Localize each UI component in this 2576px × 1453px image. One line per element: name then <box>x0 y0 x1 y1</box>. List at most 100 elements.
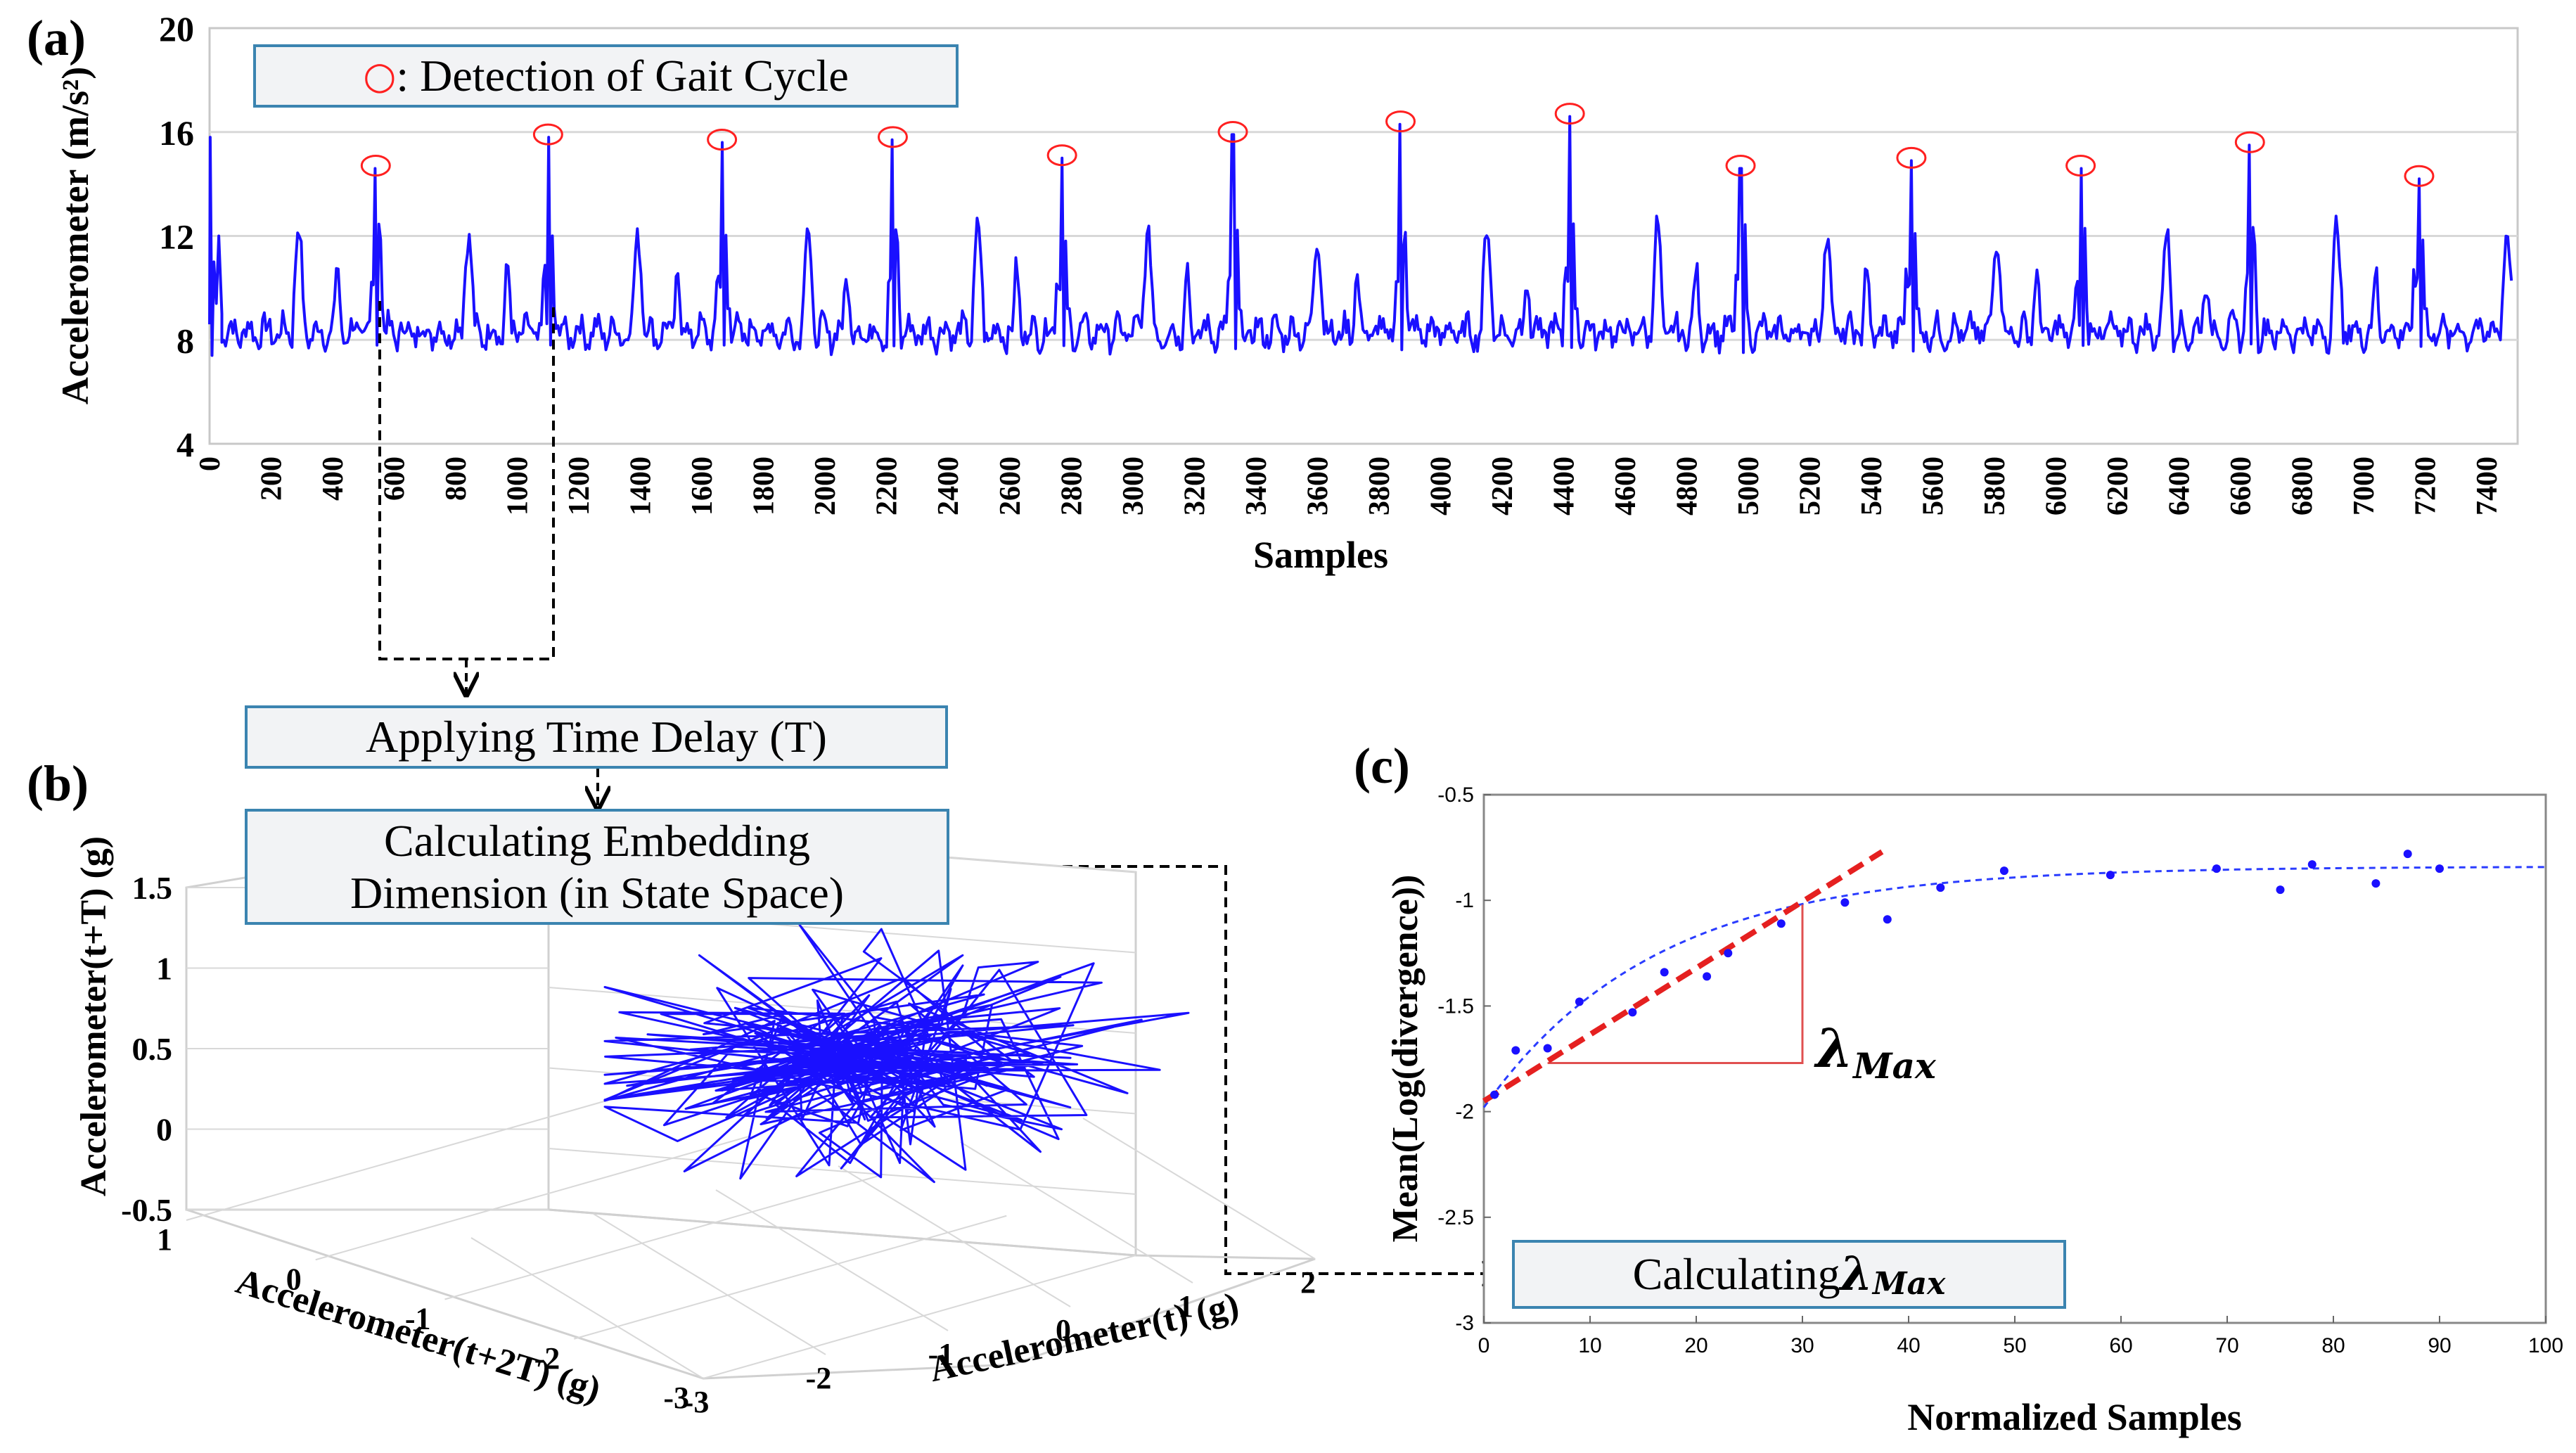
panel-c-x-tick-label: 80 <box>2321 1334 2345 1357</box>
panel-c-data-point <box>1776 919 1786 928</box>
panel-a-x-tick-label: 4400 <box>1548 456 1580 516</box>
panel-c-y-tick-label: -0.5 <box>1437 783 1474 807</box>
legend-text: : Detection of Gait Cycle <box>396 51 849 101</box>
panel-a-x-tick-label: 4000 <box>1425 456 1457 516</box>
panel-a-x-tick-label: 6600 <box>2225 456 2257 516</box>
panel-a-x-tick-label: 5200 <box>1795 456 1827 516</box>
panel-b-gridline <box>548 1148 1136 1195</box>
panel-a-x-tick-label: 5000 <box>1733 456 1765 516</box>
panel-c-x-tick-label: 90 <box>2428 1334 2451 1357</box>
panel-a-x-tick-label: 2000 <box>809 456 842 516</box>
panel-c-data-point <box>1511 1046 1520 1055</box>
panel-c-data-point <box>2212 864 2221 873</box>
panel-c-data-point <box>1575 997 1584 1006</box>
panel-b-v-tick-label: -0.5 <box>121 1192 172 1228</box>
time-delay-text: Applying Time Delay (T) <box>366 712 827 762</box>
panel-c-data-point <box>2371 879 2380 888</box>
panel-b-gridline <box>703 1255 1136 1379</box>
panel-b-t-tick-label: -1 <box>928 1337 954 1371</box>
gait-cycle-marker <box>1554 103 1585 125</box>
panel-b-t2-tick-label: -1 <box>405 1302 431 1336</box>
panel-a-x-tick-label: 7200 <box>2410 456 2442 516</box>
panel-b-gridline <box>960 1141 1193 1284</box>
panel-a-x-tick-label: 3000 <box>1117 456 1150 516</box>
panel-b-label: (b) <box>27 755 89 812</box>
panel-c-y-tick-label: -3 <box>1455 1312 1474 1335</box>
panel-c-chart: (c) 0 10 20 30 40 50 60 70 80 90 100 -3-2.5-2-1.5-… <box>1354 738 2563 1438</box>
embedding-text-line2: Dimension (in State Space) <box>350 867 845 918</box>
panel-b-t-tick-label: 0 <box>1056 1313 1071 1348</box>
panel-b-vertical-ticks: -0.5 0 0.5 1 1.5 <box>121 870 172 1228</box>
panel-a-x-tick-label: 5600 <box>1918 456 1950 516</box>
panel-c-y-ticks: -3 -2.5 -2 -1.5 -1 -0.5 <box>1437 783 1491 1335</box>
panel-a-x-tick-label: 6400 <box>2164 456 2196 516</box>
panel-c-x-tick-label: 10 <box>1578 1334 1601 1357</box>
gait-cycle-marker <box>1725 154 1756 177</box>
panel-b-t2-tick-label: 0 <box>286 1262 302 1296</box>
panel-a-x-tick-label: 1200 <box>563 456 596 516</box>
gait-cycle-marker <box>360 154 391 177</box>
panel-a-x-axis-label: Samples <box>1253 534 1388 576</box>
panel-a-x-tick-label: 3800 <box>1364 456 1396 516</box>
panel-a-x-tick-label: 7400 <box>2471 456 2504 516</box>
panel-b-v-tick-label: 0 <box>156 1112 172 1148</box>
panel-b-t2-ticks: -3 -2 -1 0 1 <box>157 1222 689 1415</box>
panel-b-attractor-trajectory <box>603 923 1190 1184</box>
panel-c-x-axis-label: Normalized Samples <box>1907 1396 2241 1438</box>
panel-a-y-ticks: 4 8 12 16 20 <box>159 9 194 464</box>
panel-c-slope-triangle <box>1547 904 1804 1065</box>
panel-c-y-axis-label: Mean(Log(divergence)) <box>1385 875 1425 1243</box>
panel-a-x-tick-label: 5400 <box>1856 456 1888 516</box>
panel-a-gait-markers <box>360 103 2435 187</box>
panel-a-x-tick-label: 1400 <box>625 456 658 516</box>
panel-c-data-point <box>1883 915 1892 924</box>
panel-b-gridline <box>715 1189 949 1331</box>
panel-c-exponential-fit <box>1482 866 2546 1108</box>
panel-b-t2-tick-label: -2 <box>534 1341 560 1376</box>
panel-c-x-ticks: 0 10 20 30 40 50 60 70 80 90 100 <box>1478 1316 2563 1357</box>
panel-b-y-axis-label: Accelerometer(t+T) (g) <box>74 836 114 1196</box>
gait-cycle-marker <box>2234 131 2265 153</box>
panel-a-label: (a) <box>27 10 86 66</box>
gait-cycle-marker <box>707 129 738 151</box>
panel-a-x-tick-label: 6000 <box>2041 456 2073 516</box>
legend-circle-icon: ○ <box>363 53 397 98</box>
panel-b-t2-tick-label: -3 <box>663 1381 689 1415</box>
panel-c-x-tick-label: 40 <box>1897 1334 1920 1357</box>
embedding-box: Calculating Embedding Dimension (in Stat… <box>245 809 949 925</box>
panel-b-v-tick-label: 1 <box>156 951 172 987</box>
gait-cycle-marker <box>877 126 908 148</box>
panel-b-t-tick-label: 1 <box>1178 1289 1193 1324</box>
panel-c-label: (c) <box>1354 738 1410 794</box>
panel-c-data-point <box>2435 864 2444 873</box>
panel-a-x-tick-label: 6800 <box>2287 456 2319 516</box>
panel-c-y-tick-label: -1 <box>1455 889 1474 912</box>
panel-b-gridline <box>573 1215 1007 1340</box>
panel-a-y-tick-label: 4 <box>177 425 194 464</box>
panel-a-x-tick-label: 3200 <box>1179 456 1211 516</box>
panel-a-x-tick-label: 1600 <box>686 456 719 516</box>
panel-c-data-points <box>1490 850 2444 1099</box>
panel-b-gridline <box>444 1175 878 1300</box>
panel-a-x-tick-label: 600 <box>379 456 411 501</box>
panel-b-t2-tick-label: 1 <box>157 1222 172 1257</box>
panel-a-y-tick-label: 20 <box>159 9 194 49</box>
panel-a-x-tick-label: 1800 <box>748 456 781 516</box>
panel-a-x-tick-label: 4800 <box>1671 456 1703 516</box>
panel-a-y-tick-label: 12 <box>159 217 194 257</box>
panel-a-y-tick-label: 8 <box>177 321 194 360</box>
panel-b-gridline <box>1082 1118 1316 1260</box>
panel-a-x-ticks: 0 200 400 600 800 1000 1200 1400 1600 1800 2000 220… <box>194 456 2504 516</box>
panel-b-t-tick-label: 2 <box>1300 1265 1316 1300</box>
panel-c-data-point <box>1628 1008 1637 1017</box>
panel-a-y-axis-label: Accelerometer (m/s²) <box>54 67 96 404</box>
panel-b-z-axis-label: Accelerometer(t+2T) (g) <box>231 1261 605 1410</box>
gait-cycle-marker <box>2065 154 2096 177</box>
panel-a-x-tick-label: 2200 <box>871 456 904 516</box>
panel-c-data-point <box>1543 1044 1552 1053</box>
panel-c-x-tick-label: 50 <box>2003 1334 2026 1357</box>
panel-c-x-tick-label: 100 <box>2528 1334 2563 1357</box>
panel-a-x-tick-label: 200 <box>256 456 288 501</box>
panel-a-x-tick-label: 0 <box>194 456 226 471</box>
gait-cycle-marker <box>1896 146 1927 169</box>
